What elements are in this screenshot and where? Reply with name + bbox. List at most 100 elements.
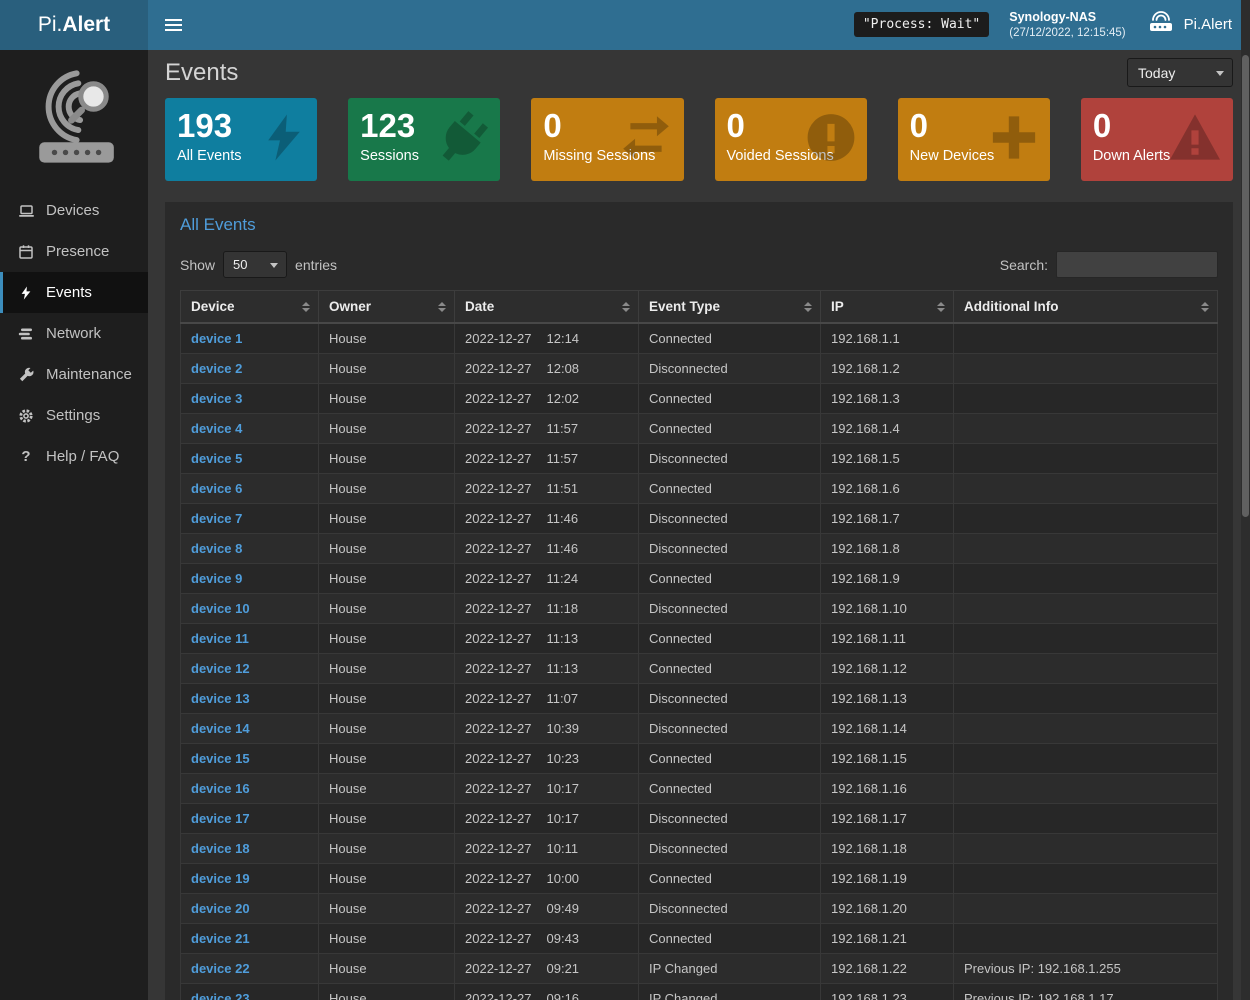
device-link[interactable]: device 5 [191, 451, 243, 466]
info-cell [953, 383, 1218, 414]
time-part: 11:57 [546, 421, 579, 436]
event-type-cell: Connected [638, 473, 821, 504]
device-link[interactable]: device 9 [191, 571, 243, 586]
time-part: 10:17 [546, 781, 580, 796]
sidebar-item-label: Help / FAQ [46, 448, 120, 465]
date-part: 2022-12-27 [465, 451, 532, 466]
gear-icon [17, 408, 35, 424]
device-link[interactable]: device 6 [191, 481, 243, 496]
device-link[interactable]: device 3 [191, 391, 243, 406]
process-status-badge: "Process: Wait" [853, 12, 990, 38]
device-link[interactable]: device 22 [191, 961, 250, 976]
sidebar-item-devices[interactable]: Devices [0, 190, 148, 231]
ip-cell: 192.168.1.2 [820, 353, 954, 384]
owner-cell: House [318, 953, 455, 984]
sidebar-item-events[interactable]: Events [0, 272, 148, 313]
brand-logo[interactable]: Pi. Alert [0, 0, 148, 50]
scrollbar-thumb[interactable] [1242, 55, 1249, 517]
device-link[interactable]: device 20 [191, 901, 250, 916]
sidebar-item-settings[interactable]: Settings [0, 395, 148, 436]
sidebar-item-network[interactable]: Network [0, 313, 148, 354]
card-label: All Events [177, 147, 242, 164]
entries-label: entries [295, 256, 338, 273]
device-link[interactable]: device 16 [191, 781, 250, 796]
info-cell [953, 683, 1218, 714]
sidebar-item-help[interactable]: ? Help / FAQ [0, 436, 148, 477]
owner-cell: House [318, 833, 455, 864]
summary-card[interactable]: 123 Sessions [348, 98, 501, 181]
column-header-owner[interactable]: Owner [318, 290, 455, 324]
device-link[interactable]: device 23 [191, 991, 250, 1000]
device-link[interactable]: device 13 [191, 691, 250, 706]
period-select[interactable]: Today [1127, 58, 1233, 87]
time-part: 09:49 [546, 901, 580, 916]
sidebar-item-label: Maintenance [46, 366, 132, 383]
ip-cell: 192.168.1.22 [820, 953, 954, 984]
summary-card[interactable]: 0 New Devices [897, 98, 1050, 181]
sort-icon [302, 301, 310, 312]
device-link[interactable]: device 21 [191, 931, 250, 946]
column-header-date[interactable]: Date [454, 290, 639, 324]
time-part: 11:46 [546, 541, 579, 556]
hamburger-menu-icon[interactable] [148, 0, 199, 50]
sort-icon [1201, 301, 1209, 312]
table-row: device 10 House 2022-12-27 11:18 Disconne… [180, 593, 1218, 624]
date-part: 2022-12-27 [465, 421, 532, 436]
device-link[interactable]: device 15 [191, 751, 250, 766]
device-link[interactable]: device 11 [191, 631, 249, 646]
laptop-icon [17, 203, 35, 219]
column-header-device[interactable]: Device [180, 290, 319, 324]
event-type-cell: Disconnected [638, 353, 821, 384]
period-select-wrap: Today [1127, 58, 1233, 87]
device-link[interactable]: device 4 [191, 421, 243, 436]
info-cell [953, 623, 1218, 654]
date-part: 2022-12-27 [465, 511, 532, 526]
navbar-right: "Process: Wait" Synology-NAS (27/12/2022… [853, 9, 1250, 41]
main-content: Events Today 193 All Events 123 Sessions… [148, 50, 1241, 1000]
device-link[interactable]: device 12 [191, 661, 250, 676]
time-part: 09:43 [546, 931, 580, 946]
summary-card[interactable]: 193 All Events [165, 98, 318, 181]
date-part: 2022-12-27 [465, 871, 532, 886]
summary-card[interactable]: 0 Down Alerts [1080, 98, 1233, 181]
info-cell [953, 563, 1218, 594]
device-link[interactable]: device 17 [191, 811, 250, 826]
search-input[interactable] [1056, 251, 1218, 278]
navbar-user[interactable]: Pi.Alert [1146, 11, 1232, 38]
ip-cell: 192.168.1.18 [820, 833, 954, 864]
table-row: device 11 House 2022-12-27 11:13 Connecte… [180, 623, 1218, 654]
ip-cell: 192.168.1.1 [820, 322, 954, 354]
device-link[interactable]: device 10 [191, 601, 250, 616]
owner-cell: House [318, 623, 455, 654]
column-header-additional-info[interactable]: Additional Info [953, 290, 1218, 324]
column-header-event-type[interactable]: Event Type [638, 290, 821, 324]
info-cell [953, 353, 1218, 384]
event-type-cell: IP Changed [638, 953, 821, 984]
ip-cell: 192.168.1.6 [820, 473, 954, 504]
event-type-cell: Disconnected [638, 593, 821, 624]
info-cell [953, 923, 1218, 954]
card-value: 123 [360, 107, 416, 144]
device-link[interactable]: device 8 [191, 541, 243, 556]
time-part: 12:02 [546, 391, 580, 406]
device-link[interactable]: device 1 [191, 331, 243, 346]
summary-card[interactable]: 0 Voided Sessions [714, 98, 867, 181]
time-part: 11:13 [546, 631, 579, 646]
device-link[interactable]: device 19 [191, 871, 250, 886]
device-link[interactable]: device 2 [191, 361, 243, 376]
date-part: 2022-12-27 [465, 781, 532, 796]
warning-triangle-icon [1167, 111, 1223, 168]
event-type-cell: Disconnected [638, 833, 821, 864]
pagesize-select[interactable]: 50 [223, 251, 288, 278]
date-part: 2022-12-27 [465, 571, 532, 586]
summary-card[interactable]: 0 Missing Sessions [531, 98, 684, 181]
sidebar-item-label: Events [46, 284, 92, 301]
device-link[interactable]: device 14 [191, 721, 250, 736]
column-header-ip[interactable]: IP [820, 290, 954, 324]
device-link[interactable]: device 18 [191, 841, 250, 856]
sidebar-item-presence[interactable]: Presence [0, 231, 148, 272]
event-type-cell: Connected [638, 623, 821, 654]
device-link[interactable]: device 7 [191, 511, 243, 526]
sidebar-item-maintenance[interactable]: Maintenance [0, 354, 148, 395]
ip-cell: 192.168.1.5 [820, 443, 954, 474]
